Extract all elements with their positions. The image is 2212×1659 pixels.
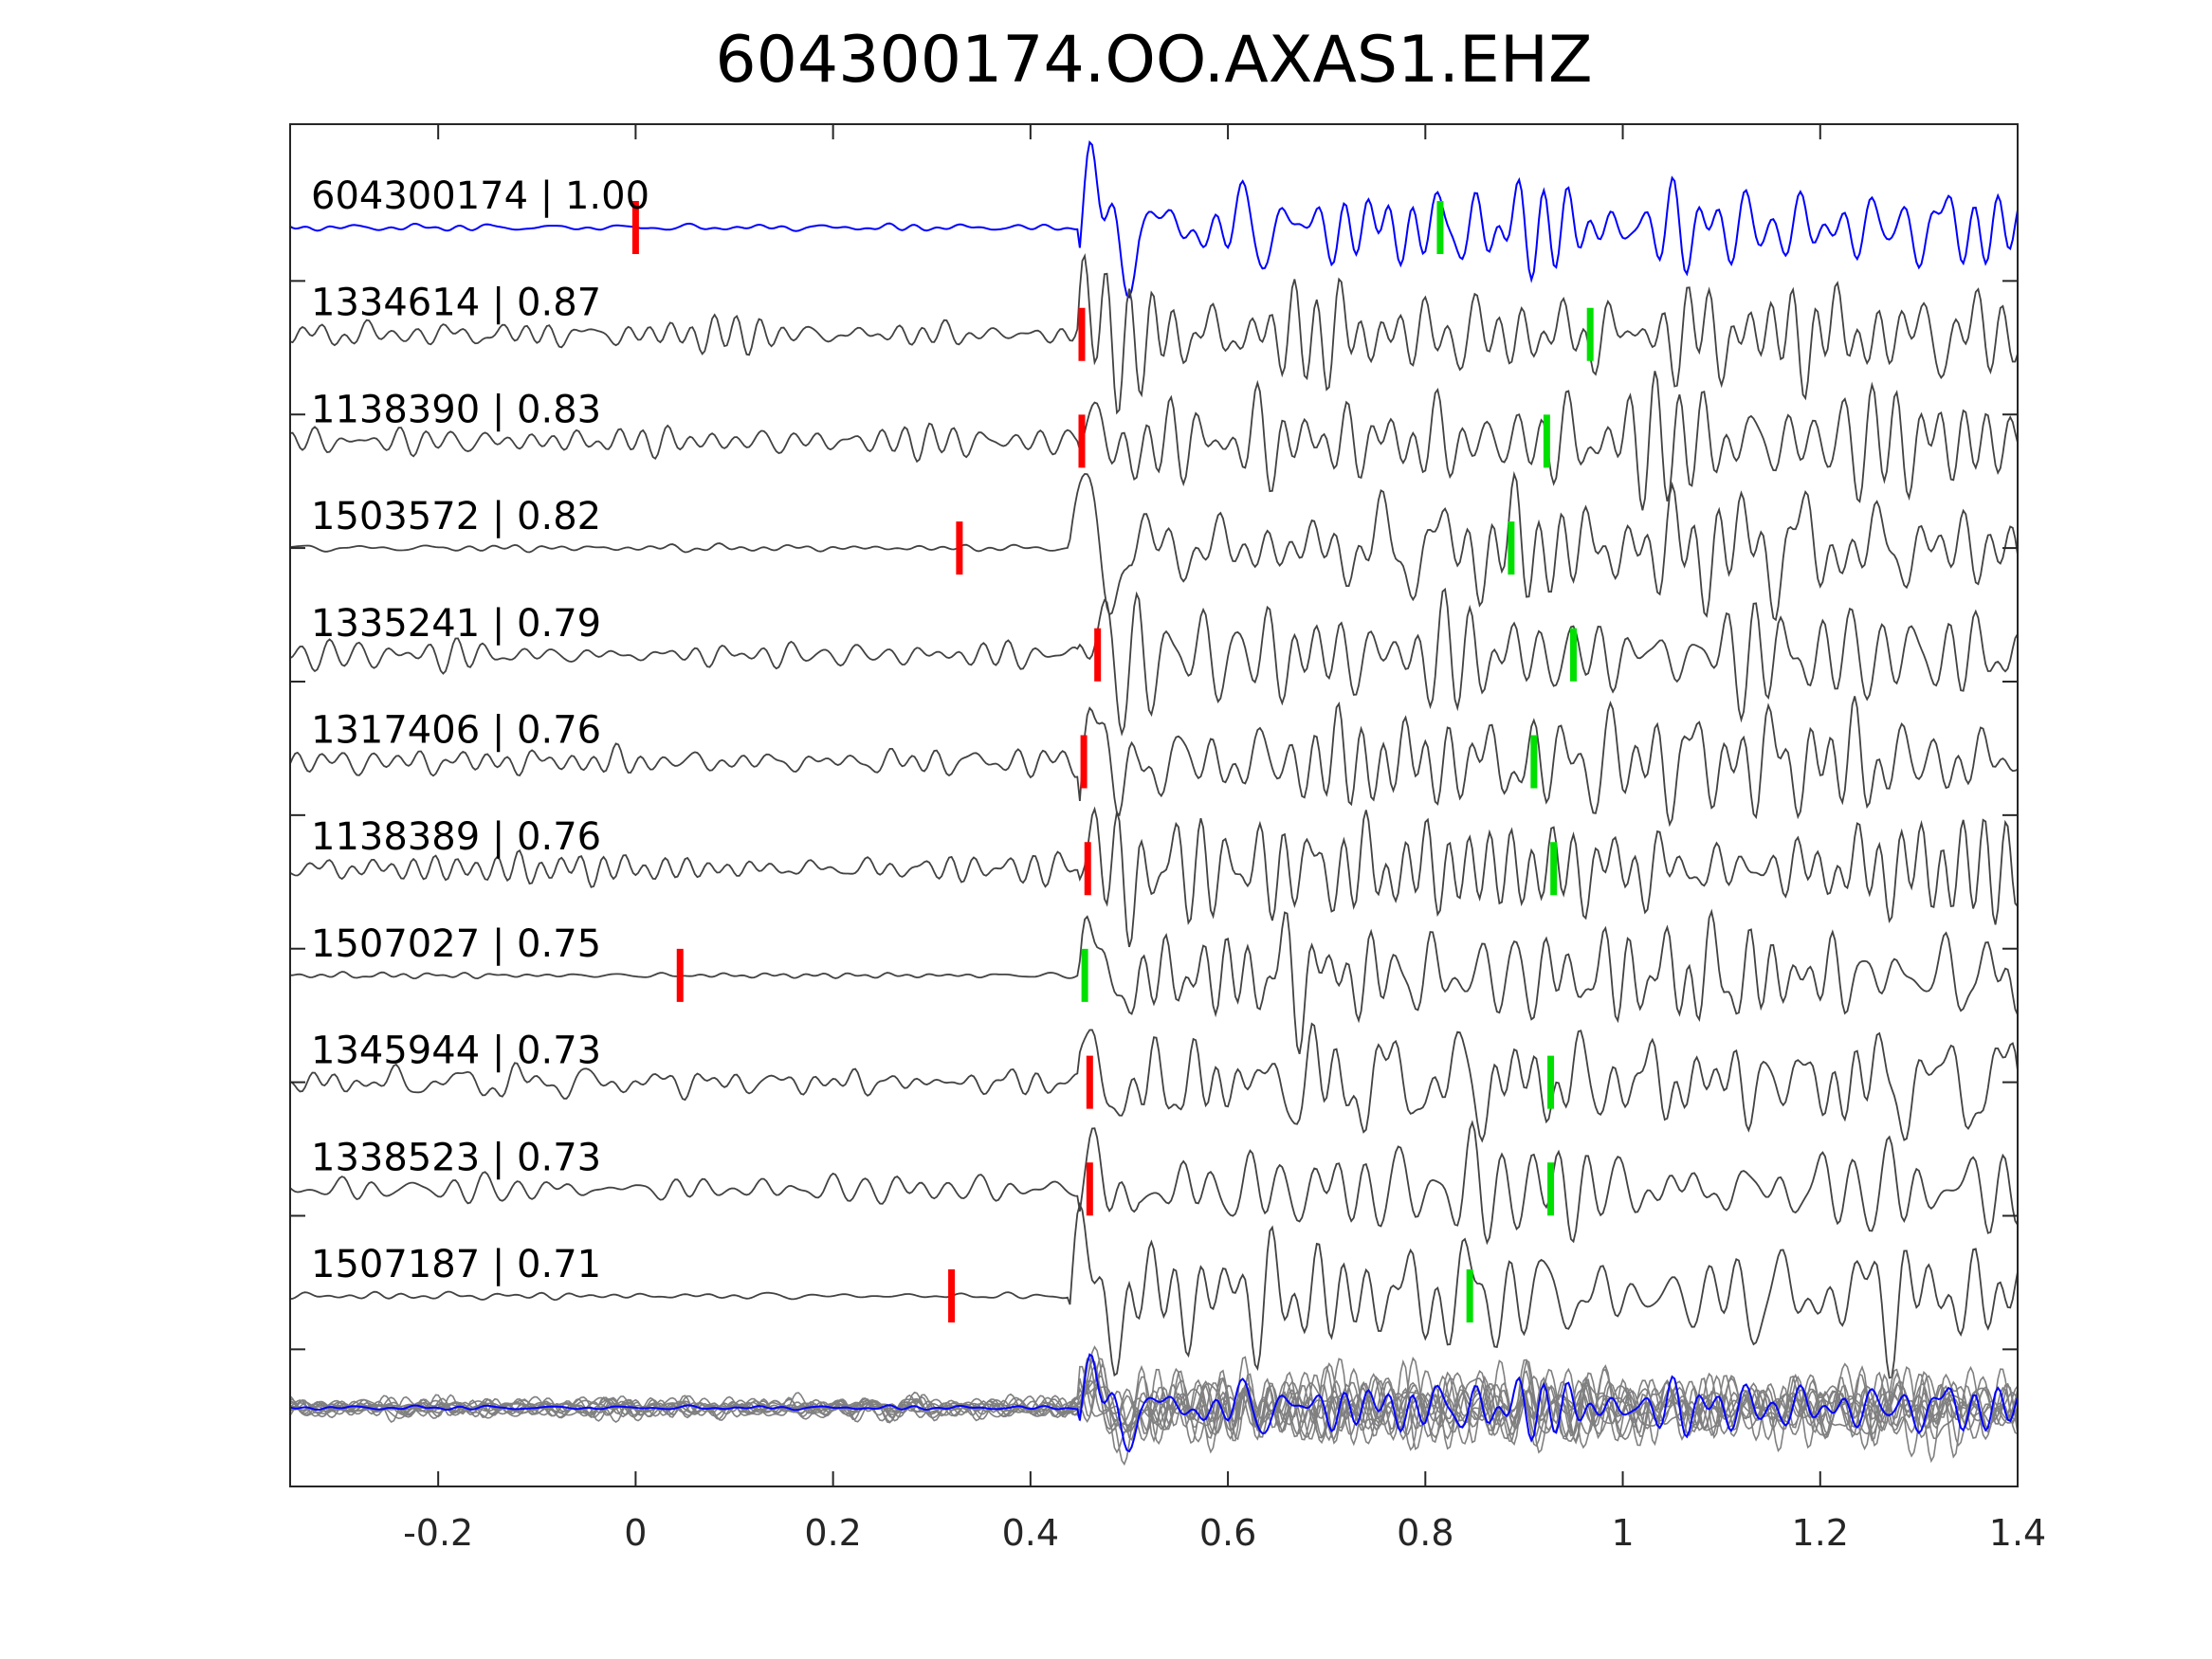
overlay-trace-line [289,1362,2019,1464]
template-trace-line [289,806,2019,948]
template-trace-line [289,1022,2019,1143]
chart-title: 604300174.OO.AXAS1.EHZ [715,23,1593,98]
traces-layer [289,140,2019,1467]
plot-area-frame [289,123,2019,1487]
template-trace-line [289,696,2019,828]
trace-label: 1317406 | 0.76 [311,709,601,753]
template-trace-line [289,252,2019,415]
x-tick-label: 0.6 [1199,1512,1256,1554]
x-tick-label: 1.2 [1792,1512,1849,1554]
labels-layer: 604300174 | 1.00 1334614 | 0.87 1138390 | … [311,174,649,1286]
ticks-layer: -0.2 0 0.2 0.4 0.6 0.8 1 1.2 1.4 [290,124,2046,1554]
template-trace-line [289,587,2019,737]
reference-trace-line [289,140,2019,300]
template-trace-line [289,470,2019,622]
trace-label: 604300174 | 1.00 [311,174,649,218]
x-tick-label: 1.4 [1989,1512,2046,1554]
template-trace-line [289,1120,2019,1246]
x-tick-label: -0.2 [403,1512,473,1554]
trace-label: 1138390 | 0.83 [311,388,601,431]
x-tick-label: 0.2 [804,1512,861,1554]
overlay-trace-line [289,1368,2019,1458]
picks-layer [631,201,1594,1322]
template-trace-line [289,908,2019,1055]
trace-label: 1138389 | 0.76 [311,815,601,859]
x-tick-label: 0.4 [1002,1512,1059,1554]
x-tick-label: 0 [624,1512,647,1554]
trace-label: 1507187 | 0.71 [311,1243,601,1286]
trace-label: 1503572 | 0.82 [311,495,601,538]
trace-label: 1335241 | 0.79 [311,602,601,646]
trace-label: 1334614 | 0.87 [311,282,601,325]
overlay-reference-trace-line [289,1353,2019,1453]
template-trace-line [289,1202,2019,1379]
template-trace-line [289,371,2019,511]
trace-label: 1345944 | 0.73 [311,1030,601,1073]
overlay-trace-line [289,1364,2019,1450]
overlay-trace-line [289,1358,2019,1459]
trace-label: 1507027 | 0.75 [311,922,601,966]
trace-label: 1338523 | 0.73 [311,1136,601,1179]
x-tick-label: 0.8 [1397,1512,1453,1554]
x-tick-label: 1 [1611,1512,1634,1554]
